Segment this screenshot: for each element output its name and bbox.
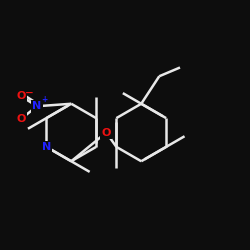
Text: N: N [42,142,51,152]
Text: +: + [41,96,47,104]
Text: O: O [16,91,26,101]
Text: O: O [16,114,26,124]
Text: −: − [24,88,33,98]
Text: N: N [32,101,42,111]
Text: O: O [102,128,111,138]
